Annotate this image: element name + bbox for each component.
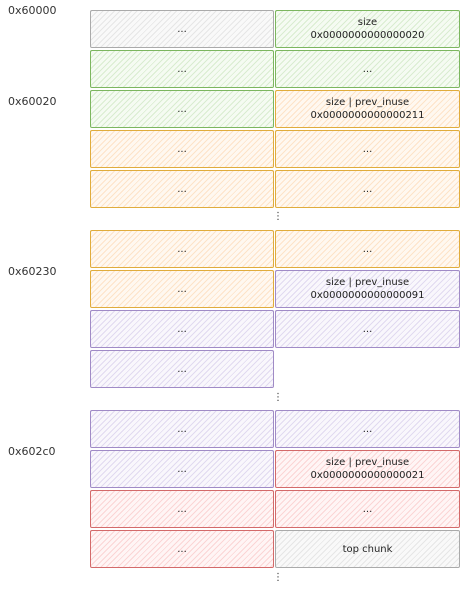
memory-cell-size-field: size 0x0000000000000020 bbox=[275, 10, 460, 48]
memory-cell-size-field: size | prev_inuse 0x0000000000000021 bbox=[275, 450, 460, 488]
memory-cell-chunk-data: ... bbox=[90, 350, 274, 388]
memory-cell-top-chunk: top chunk bbox=[275, 530, 460, 568]
size-value: 0x0000000000000211 bbox=[310, 110, 425, 121]
memory-cell-chunk-data: ... bbox=[90, 310, 274, 348]
size-value: 0x0000000000000021 bbox=[310, 470, 425, 481]
memory-cell-chunk-data: ... bbox=[90, 90, 274, 128]
memory-cell-chunk-data: ... bbox=[90, 490, 274, 528]
memory-cell-chunk-data: ... bbox=[275, 130, 460, 168]
vertical-ellipsis: ⋮ bbox=[273, 572, 283, 583]
size-label: size | prev_inuse bbox=[325, 457, 410, 468]
memory-cell-chunk-data: ... bbox=[90, 270, 274, 308]
memory-cell-chunk-data: ... bbox=[90, 230, 274, 268]
memory-cell-size-field: size | prev_inuse 0x0000000000000091 bbox=[275, 270, 460, 308]
memory-cell-chunk-data: ... bbox=[90, 50, 274, 88]
memory-cell-chunk-data: ... bbox=[90, 130, 274, 168]
address-label-0x60020: 0x60020 bbox=[8, 95, 57, 108]
top-chunk-label: top chunk bbox=[342, 543, 393, 555]
memory-cell-size-field: size | prev_inuse 0x0000000000000211 bbox=[275, 90, 460, 128]
memory-cell-chunk-data: ... bbox=[275, 230, 460, 268]
memory-cell-chunk-data: ... bbox=[275, 410, 460, 448]
vertical-ellipsis: ⋮ bbox=[273, 392, 283, 403]
address-label-0x602c0: 0x602c0 bbox=[8, 445, 56, 458]
memory-cell-chunk-data: ... bbox=[275, 310, 460, 348]
size-value: 0x0000000000000020 bbox=[310, 30, 425, 41]
memory-cell-chunk-data: ... bbox=[90, 530, 274, 568]
size-label: size | prev_inuse bbox=[325, 97, 410, 108]
memory-cell-prev-size: ... bbox=[90, 10, 274, 48]
size-label: size | prev_inuse bbox=[325, 277, 410, 288]
memory-cell-chunk-data: ... bbox=[90, 410, 274, 448]
memory-cell-chunk-data: ... bbox=[275, 50, 460, 88]
memory-cell-chunk-data: ... bbox=[90, 450, 274, 488]
address-label-0x60000: 0x60000 bbox=[8, 4, 57, 17]
size-label: size bbox=[357, 17, 378, 28]
memory-cell-chunk-data: ... bbox=[275, 490, 460, 528]
address-label-0x60230: 0x60230 bbox=[8, 265, 57, 278]
memory-cell-chunk-data: ... bbox=[90, 170, 274, 208]
size-value: 0x0000000000000091 bbox=[310, 290, 425, 301]
vertical-ellipsis: ⋮ bbox=[273, 211, 283, 222]
memory-cell-chunk-data: ... bbox=[275, 170, 460, 208]
